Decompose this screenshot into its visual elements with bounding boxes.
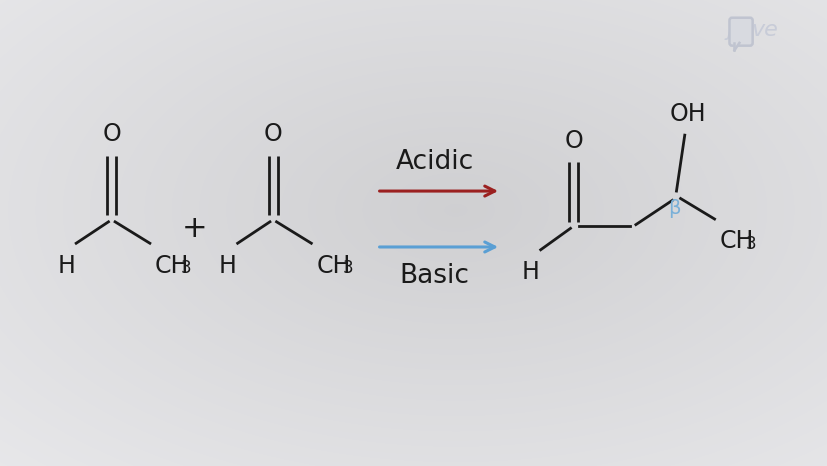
Text: β: β (667, 199, 681, 218)
Text: CH: CH (719, 229, 753, 254)
Text: ve: ve (750, 20, 777, 40)
Text: 3: 3 (181, 259, 191, 277)
Text: +: + (182, 214, 207, 243)
Text: Acidic: Acidic (395, 149, 473, 175)
FancyBboxPatch shape (729, 18, 752, 46)
Text: H: H (218, 254, 237, 278)
Text: 3: 3 (744, 235, 755, 253)
Text: O: O (103, 122, 121, 146)
Text: CH: CH (316, 254, 351, 278)
Text: O: O (264, 122, 282, 146)
Text: H: H (521, 260, 539, 284)
Text: j: j (726, 20, 732, 40)
Polygon shape (734, 43, 739, 50)
Text: CH: CH (155, 254, 189, 278)
Text: H: H (57, 254, 75, 278)
Text: 3: 3 (342, 259, 352, 277)
Text: O: O (564, 129, 582, 153)
Text: Basic: Basic (399, 263, 469, 289)
Text: OH: OH (669, 102, 705, 126)
